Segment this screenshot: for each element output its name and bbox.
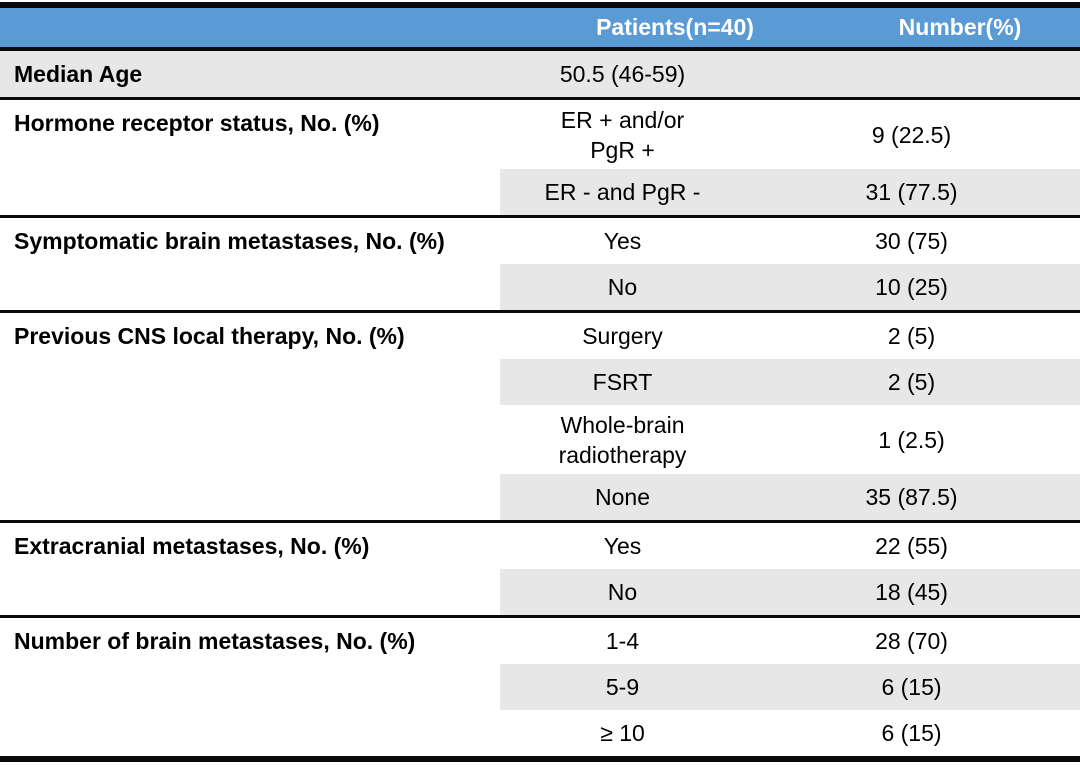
table-row: Yes 22 (55) [500, 523, 1080, 569]
category-cell: FSRT [592, 369, 653, 395]
section-extracranial-metastases: Extracranial metastases, No. (%) Yes 22 … [0, 520, 1080, 615]
value-cell: 22 (55) [875, 533, 948, 559]
row-label: Previous CNS local therapy, No. (%) [14, 323, 405, 349]
table-row: Whole-brain radiotherapy 1 (2.5) [500, 405, 1080, 474]
section-median-age: Median Age 50.5 (46-59) [0, 51, 1080, 97]
row-label: Symptomatic brain metastases, No. (%) [14, 228, 445, 254]
table-header: Patients(n=40) Number(%) [0, 8, 1080, 51]
category-cell: Yes [603, 228, 642, 254]
table-row: Surgery 2 (5) [500, 313, 1080, 359]
top-margin [0, 0, 1080, 2]
table-row: 5-9 6 (15) [500, 664, 1080, 710]
category-cell: ≥ 10 [600, 720, 645, 746]
value-cell: 2 (5) [887, 369, 936, 395]
value-cell: 30 (75) [875, 228, 948, 254]
value-cell: 10 (25) [875, 274, 948, 300]
category-cell: 50.5 (46-59) [559, 61, 686, 87]
value-cell: 1 (2.5) [878, 426, 945, 453]
section-number-of-brain-metastases: Number of brain metastases, No. (%) 1-4 … [0, 615, 1080, 756]
table-row: ER + and/or PgR + 9 (22.5) [500, 100, 1080, 169]
table-row: FSRT 2 (5) [500, 359, 1080, 405]
row-label: Median Age [14, 61, 143, 87]
table-row: No 18 (45) [500, 569, 1080, 615]
category-cell: Whole-brain radiotherapy [558, 411, 687, 468]
value-cell: 6 (15) [881, 674, 942, 700]
bottom-border-bar [0, 756, 1080, 762]
section-hormone-receptor-status: Hormone receptor status, No. (%) ER + an… [0, 97, 1080, 215]
value-cell: 35 (87.5) [865, 484, 958, 510]
row-label: Extracranial metastases, No. (%) [14, 533, 370, 559]
section-previous-cns-local-therapy: Previous CNS local therapy, No. (%) Surg… [0, 310, 1080, 520]
table-row: Yes 30 (75) [500, 218, 1080, 264]
top-border-bar [0, 2, 1080, 8]
section-symptomatic-brain-metastases: Symptomatic brain metastases, No. (%) Ye… [0, 215, 1080, 310]
table-row: 50.5 (46-59) [500, 51, 1080, 97]
table-row: 1-4 28 (70) [500, 618, 1080, 664]
table-row: No 10 (25) [500, 264, 1080, 310]
value-cell: 2 (5) [887, 323, 936, 349]
row-label: Hormone receptor status, No. (%) [14, 110, 380, 136]
category-cell: Yes [603, 533, 642, 559]
value-cell: 6 (15) [881, 720, 942, 746]
value-cell: 9 (22.5) [871, 121, 952, 148]
header-cell-patients: Patients(n=40) [596, 14, 754, 40]
category-cell: 1-4 [605, 628, 640, 654]
category-cell: No [607, 274, 638, 300]
value-cell: 18 (45) [875, 579, 948, 605]
category-cell: None [595, 484, 650, 510]
table-row: ER - and PgR - 31 (77.5) [500, 169, 1080, 215]
header-cell-number: Number(%) [898, 14, 1022, 40]
category-cell: 5-9 [605, 674, 640, 700]
value-cell: 31 (77.5) [865, 179, 958, 205]
category-cell: No [607, 579, 638, 605]
category-cell: ER - and PgR - [544, 179, 701, 205]
table-row: ≥ 10 6 (15) [500, 710, 1080, 756]
category-cell: Surgery [582, 323, 663, 349]
value-cell: 28 (70) [875, 628, 948, 654]
row-label: Number of brain metastases, No. (%) [14, 628, 416, 654]
category-cell: ER + and/or PgR + [560, 106, 685, 163]
table-row: None 35 (87.5) [500, 474, 1080, 520]
